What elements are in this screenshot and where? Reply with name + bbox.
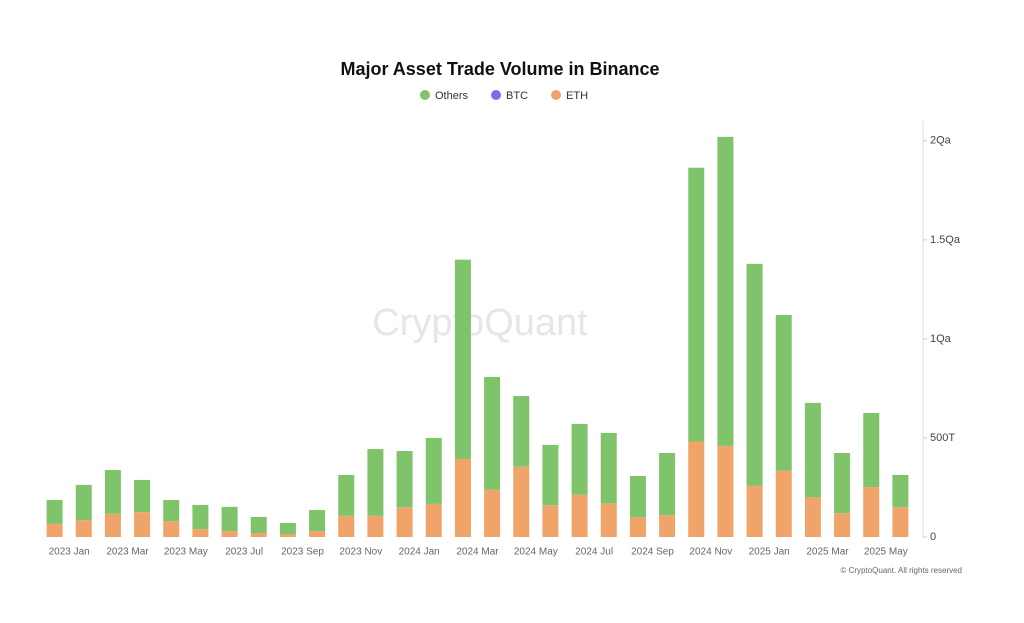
bar-segment — [513, 395, 530, 467]
bar-segment — [717, 136, 734, 446]
bar-segment — [134, 512, 151, 537]
bar-segment — [221, 531, 238, 537]
x-tick-label: 2025 May — [864, 547, 908, 558]
x-tick-label: 2024 Mar — [456, 547, 499, 558]
y-tick-label: 500T — [930, 432, 955, 444]
bar-segment — [542, 505, 559, 537]
legend-marker — [491, 90, 502, 100]
bar-segment — [454, 458, 471, 537]
bar-segment — [804, 402, 821, 498]
x-tick-label: 2024 Jan — [399, 547, 440, 558]
x-tick-label: 2024 Jul — [575, 547, 613, 558]
bar-segment — [221, 506, 238, 532]
x-tick-label: 2024 Sep — [631, 547, 674, 558]
y-tick-label: 0 — [930, 531, 936, 543]
bar-segment — [367, 515, 384, 537]
watermark: CryptoQuant — [372, 302, 588, 344]
x-tick-label: 2023 May — [164, 547, 208, 558]
bar-segment — [542, 444, 559, 506]
bar-segment — [863, 487, 880, 537]
bar-segment — [163, 499, 180, 522]
bar-segment — [513, 466, 530, 537]
bar-segment — [892, 474, 909, 508]
bar-segment — [688, 441, 705, 537]
x-tick-label: 2023 Sep — [281, 547, 324, 558]
bar-segment — [746, 263, 763, 486]
bar-segment — [571, 494, 588, 537]
legend-label: BTC — [506, 90, 528, 102]
bar-segment — [600, 503, 617, 537]
bar-segment — [104, 513, 121, 537]
bar-segment — [279, 534, 296, 537]
bar-segment — [104, 470, 121, 514]
x-tick-label: 2023 Jan — [49, 547, 90, 558]
legend-marker — [551, 90, 562, 100]
bar-segment — [396, 451, 413, 508]
bar-segment — [484, 376, 501, 490]
bar-segment — [396, 507, 413, 537]
y-tick-label: 1Qa — [930, 333, 952, 345]
y-tick-label: 2Qa — [930, 135, 952, 147]
bar-segment — [192, 529, 209, 537]
chart-title: Major Asset Trade Volume in Binance — [340, 59, 659, 79]
bar-segment — [834, 453, 851, 514]
bar-segment — [163, 521, 180, 537]
bar-segment — [717, 445, 734, 537]
bar-segment — [75, 520, 92, 537]
bar-segment — [46, 499, 63, 524]
x-tick-label: 2024 Nov — [689, 547, 732, 558]
x-tick-label: 2025 Mar — [806, 547, 849, 558]
bar-segment — [892, 507, 909, 537]
y-tick-label: 1.5Qa — [930, 234, 961, 246]
bar-segment — [367, 449, 384, 516]
footer: © CryptoQuant. All rights reserved — [841, 566, 963, 575]
bar-segment — [659, 453, 676, 516]
bar-segment — [454, 259, 471, 459]
legend-label: Others — [435, 90, 469, 102]
legend-label: ETH — [566, 90, 588, 102]
bar-segment — [629, 475, 646, 518]
bar-segment — [863, 412, 880, 488]
bar-segment — [688, 167, 705, 442]
x-tick-label: 2023 Jul — [225, 547, 263, 558]
bar-segment — [250, 516, 267, 534]
bar-segment — [425, 503, 442, 537]
bar-segment — [338, 474, 355, 516]
bar-segment — [600, 433, 617, 504]
bar-segment — [775, 470, 792, 537]
bar-segment — [192, 504, 209, 530]
bar-segment — [75, 484, 92, 521]
bar-segment — [279, 522, 296, 535]
bar-segment — [425, 437, 442, 504]
x-tick-label: 2024 May — [514, 547, 558, 558]
bar-segment — [775, 314, 792, 471]
bar-segment — [134, 479, 151, 513]
bar-segment — [309, 510, 326, 532]
bar-segment — [804, 497, 821, 537]
bar-segment — [746, 485, 763, 537]
x-tick-label: 2023 Nov — [339, 547, 382, 558]
bar-segment — [571, 423, 588, 495]
legend-marker — [420, 90, 430, 100]
x-tick-label: 2025 Jan — [749, 547, 790, 558]
bar-segment — [309, 531, 326, 537]
bar-segment — [629, 517, 646, 537]
bar-segment — [46, 523, 63, 537]
bar-segment — [659, 515, 676, 537]
x-tick-label: 2023 Mar — [106, 547, 149, 558]
bar-segment — [834, 513, 851, 537]
bar-segment — [250, 533, 267, 537]
bar-segment — [484, 489, 501, 537]
bar-segment — [338, 515, 355, 537]
